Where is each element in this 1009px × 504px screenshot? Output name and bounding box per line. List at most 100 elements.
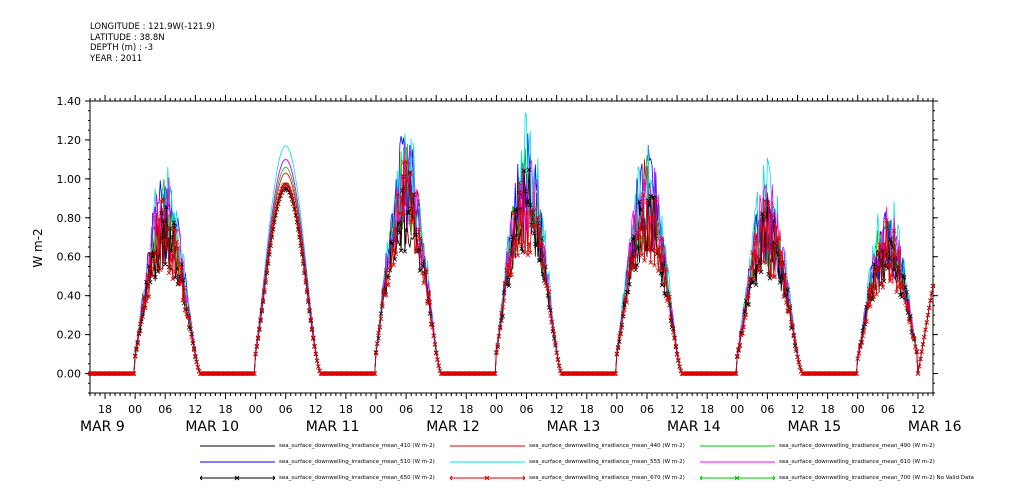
series-marker bbox=[425, 301, 430, 306]
series-marker bbox=[383, 267, 389, 273]
series-marker bbox=[639, 252, 645, 258]
series-marker bbox=[141, 293, 147, 299]
series-marker bbox=[500, 304, 506, 310]
series-marker bbox=[136, 330, 142, 335]
series-marker bbox=[395, 192, 400, 197]
series-marker bbox=[635, 230, 641, 235]
series-marker bbox=[405, 177, 410, 183]
series-marker bbox=[761, 259, 766, 265]
legend-label: sea_surface_downwelling_irradiance_mean_… bbox=[779, 459, 935, 465]
series-marker bbox=[615, 344, 621, 350]
legend-item: sea_surface_downwelling_irradiance_mean_… bbox=[450, 472, 685, 484]
series-marker bbox=[778, 249, 784, 254]
series-marker bbox=[154, 212, 159, 217]
x-day-label: MAR 11 bbox=[306, 419, 360, 435]
series-marker bbox=[898, 292, 903, 298]
series-marker bbox=[412, 209, 418, 215]
series-marker bbox=[638, 207, 643, 212]
series-marker bbox=[188, 326, 193, 332]
series-marker bbox=[303, 278, 309, 283]
series-marker bbox=[135, 341, 140, 346]
series-marker bbox=[155, 269, 161, 274]
series-marker bbox=[289, 193, 295, 198]
series-marker bbox=[152, 274, 158, 280]
series-marker bbox=[151, 258, 157, 264]
series-marker bbox=[770, 244, 775, 249]
legend-swatch bbox=[200, 461, 275, 463]
series-marker bbox=[511, 210, 517, 216]
series-marker bbox=[299, 249, 305, 255]
series-marker bbox=[760, 225, 765, 231]
series-marker bbox=[270, 224, 276, 229]
x-tick-label: 06 bbox=[279, 403, 293, 416]
series-marker bbox=[540, 261, 546, 267]
series-marker bbox=[899, 285, 904, 291]
series-marker bbox=[901, 275, 907, 280]
series-marker bbox=[166, 270, 172, 276]
series-marker bbox=[909, 329, 914, 335]
x-tick-label: 18 bbox=[218, 403, 232, 416]
series-marker bbox=[416, 227, 421, 232]
series-marker bbox=[874, 292, 879, 297]
series-marker bbox=[669, 322, 675, 328]
series-marker bbox=[171, 227, 177, 232]
series-marker bbox=[666, 294, 671, 300]
series-marker bbox=[526, 167, 532, 172]
series-marker bbox=[382, 293, 388, 298]
series-marker bbox=[145, 272, 150, 277]
series-marker bbox=[667, 302, 672, 308]
series-marker bbox=[521, 239, 527, 245]
series-marker bbox=[648, 193, 654, 199]
series-marker bbox=[905, 303, 911, 309]
series-marker bbox=[645, 247, 651, 253]
series-marker bbox=[662, 291, 667, 296]
series-marker bbox=[888, 237, 893, 242]
series-marker bbox=[546, 305, 552, 310]
series-marker bbox=[254, 343, 260, 349]
series-marker bbox=[293, 213, 299, 218]
series-marker bbox=[499, 318, 504, 323]
series-marker bbox=[411, 218, 416, 223]
series-marker bbox=[302, 268, 307, 274]
series-marker bbox=[415, 242, 420, 248]
series-marker bbox=[659, 236, 665, 242]
series-marker bbox=[534, 223, 539, 228]
series-marker bbox=[674, 352, 680, 357]
series-marker bbox=[285, 184, 291, 189]
series-marker bbox=[524, 210, 529, 216]
legend-swatch-marker bbox=[450, 475, 453, 481]
series-marker bbox=[262, 288, 267, 293]
series-marker bbox=[671, 326, 676, 331]
series-marker bbox=[373, 350, 379, 356]
y-tick-label: 0.80 bbox=[57, 212, 82, 225]
series-marker bbox=[782, 273, 788, 278]
series-marker bbox=[747, 277, 753, 282]
series-marker bbox=[536, 243, 542, 249]
series-marker bbox=[161, 218, 167, 223]
series-marker bbox=[137, 321, 143, 327]
legend-item: sea_surface_downwelling_irradiance_mean_… bbox=[700, 456, 935, 468]
x-day-label: MAR 15 bbox=[787, 419, 841, 435]
series-marker bbox=[612, 371, 617, 376]
series-marker bbox=[553, 340, 558, 346]
legend-swatch bbox=[450, 461, 525, 463]
legend-label: sea_surface_downwelling_irradiance_mean_… bbox=[529, 443, 685, 449]
series-marker bbox=[181, 300, 187, 306]
series-marker bbox=[755, 254, 760, 260]
series-marker bbox=[866, 293, 872, 299]
x-tick-label: 12 bbox=[309, 403, 323, 416]
series-marker bbox=[622, 307, 627, 313]
x-tick-label: 06 bbox=[760, 403, 774, 416]
series-marker bbox=[295, 224, 301, 229]
series-marker bbox=[740, 330, 745, 336]
series-marker bbox=[255, 335, 261, 340]
x-tick-label: 06 bbox=[881, 403, 895, 416]
series-marker bbox=[372, 371, 378, 376]
series-marker bbox=[889, 240, 894, 246]
series-marker bbox=[781, 294, 787, 299]
series-marker bbox=[914, 348, 919, 354]
series-marker bbox=[875, 266, 881, 272]
series-marker bbox=[891, 228, 897, 233]
series-marker bbox=[921, 334, 927, 340]
series-marker bbox=[390, 240, 395, 246]
